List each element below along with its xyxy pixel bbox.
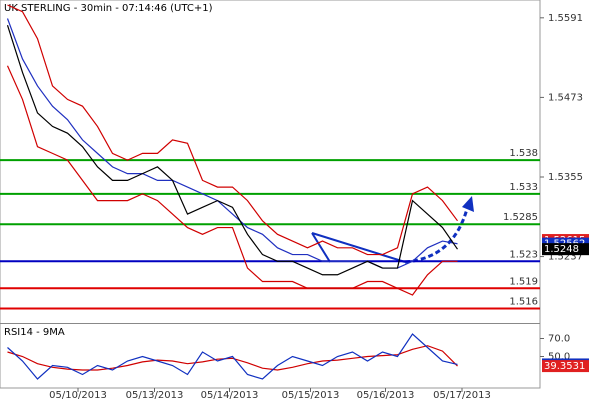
y-tick-label: 50.0: [548, 352, 570, 363]
level-label: 1.516: [509, 297, 538, 308]
x-tick-label: 05/15/2013: [282, 390, 340, 400]
y-tick-label: 1.5237: [548, 252, 583, 263]
x-tick-label: 05/16/2013: [357, 390, 415, 400]
x-tick-label: 05/13/2013: [126, 390, 184, 400]
y-tick-label: 1.5473: [548, 92, 583, 103]
y-tick-label: 1.5591: [548, 13, 583, 24]
level-label: 1.533: [509, 182, 538, 193]
series-line: [7, 345, 458, 371]
level-label: 1.523: [509, 249, 538, 260]
price-marker: [542, 360, 589, 373]
series-line: [6, 65, 458, 296]
trend-line: [311, 232, 406, 263]
series-line: [7, 333, 458, 380]
level-label: 1.5285: [503, 212, 538, 223]
x-tick-label: 05/17/2013: [433, 390, 491, 400]
x-tick-label: 05/10/2013: [49, 390, 107, 400]
level-label: 1.538: [509, 148, 538, 159]
y-tick-label: 70.0: [548, 334, 570, 345]
series-line: [6, 25, 458, 276]
arrow-head: [462, 196, 474, 212]
level-label: 1.519: [509, 276, 538, 287]
price-marker: [542, 243, 589, 256]
series-line: [7, 4, 458, 256]
y-tick-label: 1.5355: [548, 172, 583, 183]
x-tick-label: 05/14/2013: [201, 390, 259, 400]
chart-title: UK STERLING - 30min - 07:14:46 (UTC+1): [4, 3, 213, 14]
price-marker-label: 39.3531: [544, 361, 585, 372]
rsi-title: RSI14 - 9MA: [4, 327, 65, 338]
price-marker-label: 1.5248: [544, 244, 579, 255]
